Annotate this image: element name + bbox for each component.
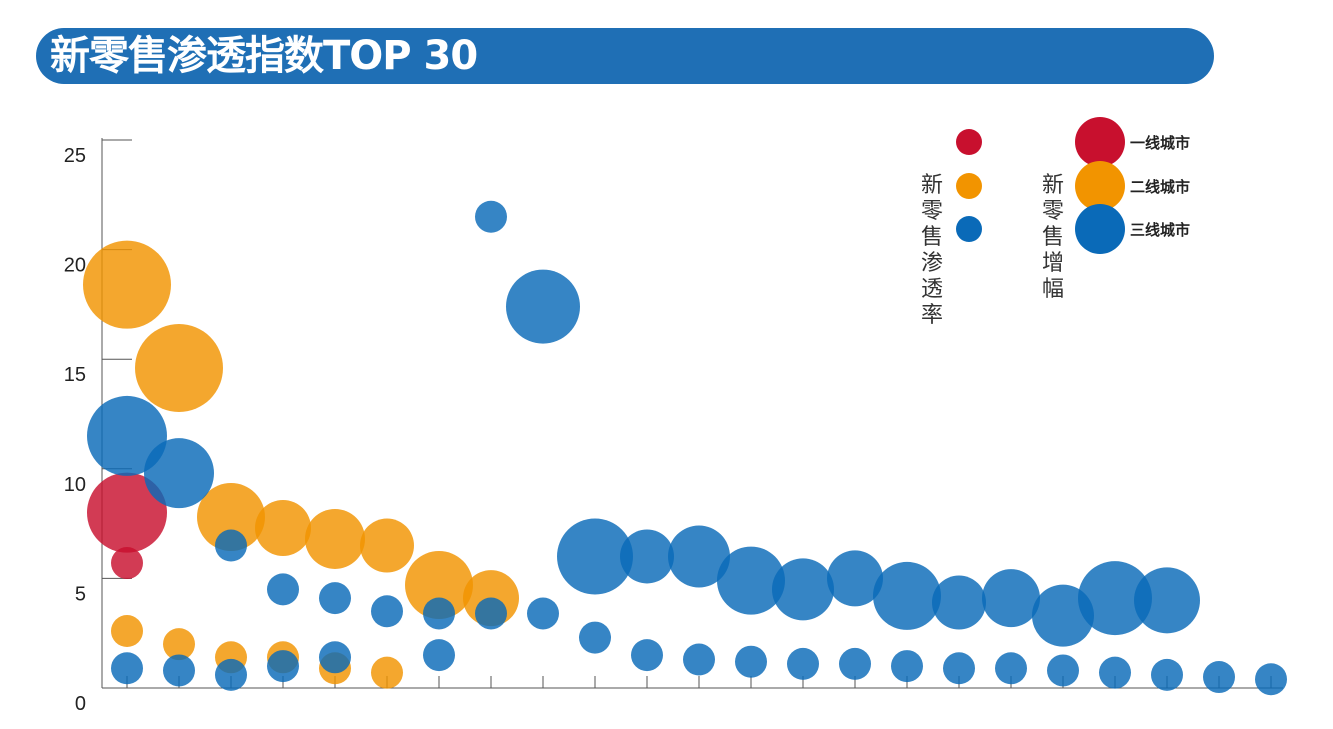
growth-bubble (506, 269, 580, 344)
penetration-dot (735, 645, 767, 678)
penetration-dot (319, 641, 351, 674)
penetration-dot (111, 547, 143, 580)
y-tick-label: 0 (75, 693, 86, 715)
penetration-dot (475, 597, 507, 630)
y-tick-label: 25 (64, 145, 86, 167)
growth-bubble (197, 483, 265, 552)
growth-bubble (255, 499, 311, 556)
penetration-dot (1099, 656, 1131, 689)
penetration-dot (163, 628, 195, 661)
growth-bubble (1078, 561, 1152, 636)
penetration-dot (683, 643, 715, 676)
penetration-dot (319, 582, 351, 615)
penetration-dot (1203, 661, 1235, 694)
penetration-dot (371, 595, 403, 628)
legend-label: 三线城市 (1130, 221, 1190, 239)
series-二线城市-新零售增幅 (83, 240, 519, 627)
legend-vertical-char: 售 (921, 225, 943, 250)
page-title: 新零售渗透指数TOP 30 (50, 33, 478, 79)
growth-bubble (668, 525, 730, 588)
legend-large-marker (1075, 204, 1125, 254)
growth-bubble (144, 438, 214, 509)
series-三线城市-新零售渗透率 (111, 200, 1287, 696)
legend-small-marker (956, 216, 982, 242)
penetration-dot (1047, 654, 1079, 687)
series-三线城市-新零售增幅 (87, 269, 1200, 647)
penetration-dot (423, 597, 455, 630)
legend-vertical-char: 率 (921, 303, 943, 328)
legend-vertical-char: 新 (1042, 173, 1064, 198)
penetration-dot (267, 650, 299, 683)
penetration-dot (215, 529, 247, 562)
title-banner (36, 28, 1214, 84)
penetration-dot (423, 639, 455, 672)
penetration-dot (1255, 663, 1287, 696)
growth-bubble (557, 518, 633, 595)
legend-vertical-char: 渗 (921, 251, 943, 276)
legend-vertical-char: 新 (921, 173, 943, 198)
legend-vertical-char: 透 (921, 277, 943, 302)
y-tick-label: 10 (64, 474, 86, 496)
growth-bubble (360, 518, 414, 573)
legend-vertical-char: 零 (921, 199, 943, 224)
series-一线城市-新零售增幅 (87, 472, 167, 553)
penetration-dot (995, 652, 1027, 685)
legend-large-marker (1075, 161, 1125, 211)
penetration-dot (787, 647, 819, 680)
penetration-dot (839, 647, 871, 680)
penetration-dot (475, 200, 507, 233)
growth-bubble (717, 546, 785, 615)
legend-small-marker (956, 173, 982, 199)
growth-bubble (87, 395, 167, 476)
penetration-dot (267, 573, 299, 606)
legend-label: 一线城市 (1130, 134, 1190, 152)
penetration-dot (111, 652, 143, 685)
growth-bubble (1134, 567, 1200, 634)
growth-bubble (873, 561, 941, 630)
penetration-dot (527, 597, 559, 630)
penetration-dot (1151, 658, 1183, 691)
growth-bubble (87, 472, 167, 553)
growth-bubble (405, 550, 473, 619)
legend-small-marker (956, 129, 982, 155)
y-tick-label: 5 (75, 583, 86, 605)
penetration-dot (943, 652, 975, 685)
legend-vertical-char: 零 (1042, 199, 1064, 224)
y-tick-label: 15 (64, 364, 86, 386)
penetration-dot (631, 639, 663, 672)
penetration-dot (215, 658, 247, 691)
legend-vertical-char: 售 (1042, 225, 1064, 250)
y-tick-label: 20 (64, 255, 86, 277)
legend-vertical-char: 增 (1042, 251, 1064, 276)
growth-bubble (305, 508, 365, 569)
penetration-dot (371, 656, 403, 689)
growth-bubble (932, 575, 986, 630)
penetration-dot (579, 621, 611, 654)
penetration-dot (111, 615, 143, 648)
growth-bubble (620, 529, 674, 584)
growth-bubble (83, 240, 171, 329)
growth-bubble (982, 569, 1040, 628)
growth-bubble (135, 323, 223, 412)
series-二线城市-新零售渗透率 (111, 615, 403, 689)
legend-large-marker (1075, 117, 1125, 167)
legend-label: 二线城市 (1130, 178, 1190, 196)
penetration-dot (891, 650, 923, 683)
penetration-dot (163, 654, 195, 687)
growth-bubble (827, 550, 883, 607)
growth-bubble (772, 558, 834, 621)
series-一线城市-新零售渗透率 (111, 547, 143, 580)
legend-vertical-char: 幅 (1042, 277, 1064, 302)
